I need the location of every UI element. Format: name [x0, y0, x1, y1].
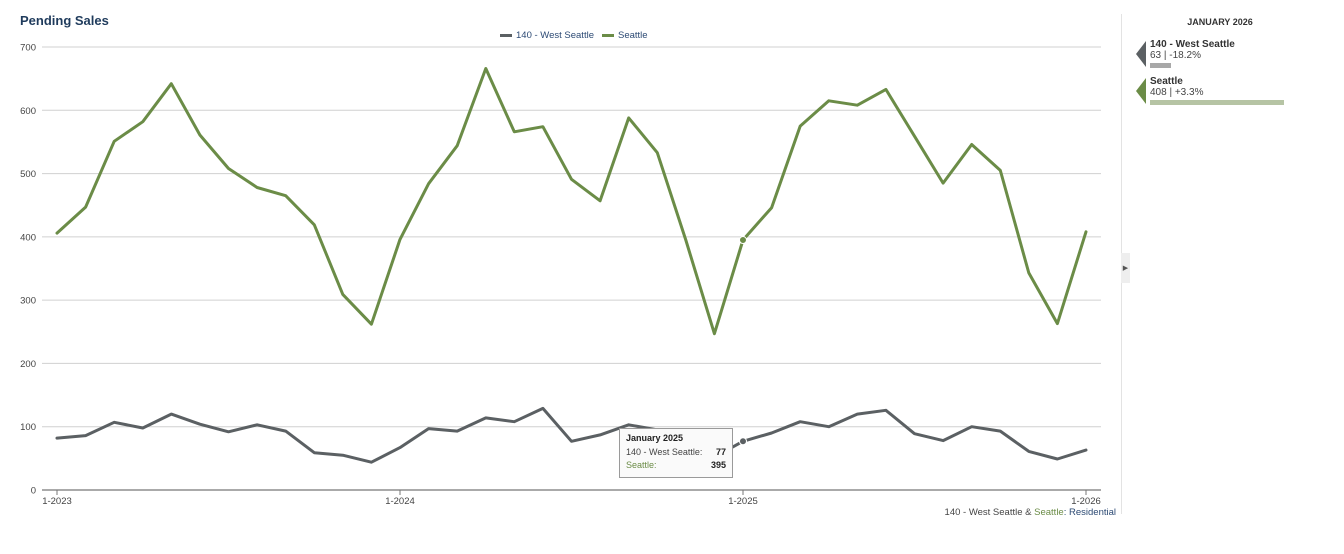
y-tick-label: 300	[20, 296, 36, 307]
chart-title: Pending Sales	[20, 13, 109, 28]
x-tick-label: 1-2024	[385, 496, 415, 507]
tooltip-row-seattle: Seattle: 395	[626, 459, 726, 472]
legend-label-west-seattle: 140 - West Seattle	[516, 30, 594, 41]
footnote-area: 140 - West Seattle	[944, 507, 1023, 518]
tooltip-label-west-seattle: 140 - West Seattle:	[626, 447, 703, 457]
series-line-west-seattle[interactable]	[55, 406, 1088, 464]
y-tick-label: 0	[31, 486, 36, 497]
triangle-marker-icon	[1136, 78, 1146, 104]
tooltip-row-west-seattle: 140 - West Seattle: 77	[626, 446, 726, 459]
y-tick-label: 200	[20, 359, 36, 370]
side-panel-month: JANUARY 2026	[1187, 17, 1253, 27]
chart-footnote: 140 - West Seattle & Seattle: Residentia…	[945, 507, 1116, 518]
side-entry-name: 140 - West Seattle	[1150, 39, 1235, 50]
side-entry-bar	[1150, 100, 1284, 105]
tooltip-value-seattle: 395	[710, 460, 726, 470]
footnote-amp: &	[1022, 507, 1035, 518]
tooltip-title: January 2025	[626, 433, 684, 443]
chart-legend: 140 - West Seattle Seattle	[500, 30, 648, 41]
panel-toggle-button[interactable]: ▶	[1121, 253, 1130, 283]
legend-item-west-seattle[interactable]: 140 - West Seattle	[500, 30, 594, 41]
chart-tooltip: January 2025 140 - West Seattle: 77 Seat…	[619, 428, 733, 478]
y-tick-label: 700	[20, 43, 36, 54]
line-chart: 0 100 200 300 400 500 600 700 1-2023 1-2024 1-2025…	[20, 43, 1101, 507]
side-entry-bar	[1150, 63, 1171, 68]
side-entry-value: 63 | -18.2%	[1150, 50, 1201, 61]
caret-right-icon: ▶	[1122, 265, 1129, 272]
legend-label-seattle: Seattle	[617, 30, 648, 41]
highlight-point-west-seattle[interactable]	[739, 437, 747, 446]
footnote-property-type: Residential	[1069, 507, 1116, 518]
y-tick-label: 500	[20, 169, 36, 180]
x-tick-label: 1-2023	[42, 496, 72, 507]
side-entry-seattle: Seattle 408 | +3.3%	[1130, 76, 1310, 105]
x-tick-label: 1-2026	[1071, 496, 1101, 507]
series-line-seattle[interactable]	[55, 67, 1088, 336]
legend-swatch-seattle	[601, 34, 614, 37]
footnote-colon: :	[1063, 507, 1069, 518]
tooltip-value-west-seattle: 77	[715, 447, 726, 457]
side-entry-value: 408 | +3.3%	[1150, 87, 1204, 98]
side-entry-name: Seattle	[1150, 76, 1183, 87]
side-panel: JANUARY 2026 140 - West Seattle 63 | -18…	[1130, 14, 1310, 105]
y-tick-label: 400	[20, 232, 36, 243]
x-tick-label: 1-2025	[728, 496, 758, 507]
footnote-city: Seattle	[1034, 507, 1064, 518]
side-entry-west-seattle: 140 - West Seattle 63 | -18.2%	[1130, 39, 1310, 68]
triangle-marker-icon	[1136, 41, 1146, 67]
highlight-point-seattle[interactable]	[739, 236, 747, 245]
legend-swatch-west-seattle	[500, 34, 512, 37]
y-tick-label: 100	[20, 422, 36, 433]
legend-item-seattle[interactable]: Seattle	[601, 30, 648, 41]
y-tick-label: 600	[20, 106, 36, 117]
tooltip-label-seattle: Seattle:	[626, 460, 657, 470]
